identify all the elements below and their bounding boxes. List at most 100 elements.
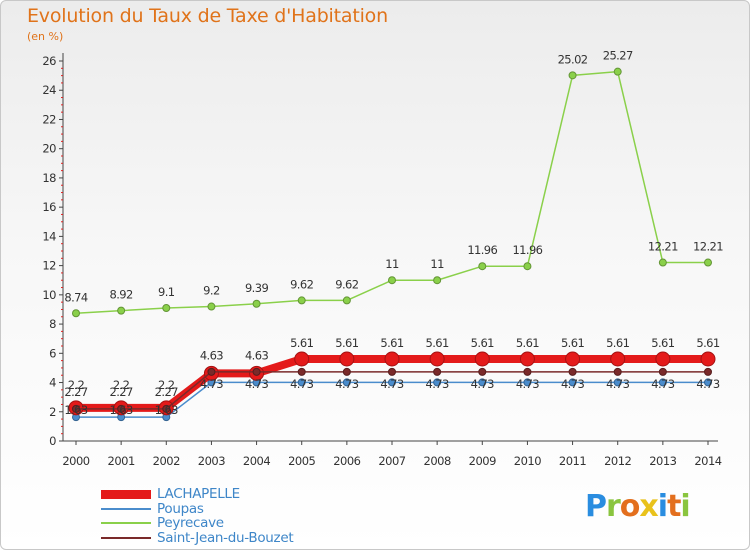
data-label: 4.73: [561, 377, 584, 391]
data-point: [162, 404, 171, 413]
data-point: [474, 351, 490, 367]
legend-item: Peyrecave: [101, 515, 293, 532]
y-tick-label: 24: [42, 83, 56, 97]
legend-label: Peyrecave: [157, 515, 224, 532]
data-point: [207, 367, 216, 376]
data-label: 1.63: [155, 403, 178, 417]
data-label: 9.2: [203, 284, 220, 298]
data-point: [388, 378, 396, 387]
x-tick-label: 2010: [514, 454, 541, 468]
data-point: [613, 378, 622, 387]
data-point: [117, 306, 126, 315]
y-tick-label: 26: [42, 54, 56, 68]
data-point: [297, 378, 306, 387]
x-tick-label: 2009: [469, 454, 496, 468]
data-label: 4.73: [290, 377, 313, 391]
data-point: [342, 367, 351, 376]
logo-letter: i: [657, 489, 668, 524]
data-label: 4.73: [471, 377, 494, 391]
data-label: 8.92: [110, 288, 133, 302]
data-point: [704, 367, 712, 376]
data-point: [478, 378, 487, 387]
legend-label: LACHAPELLE: [157, 486, 240, 503]
data-point: [523, 378, 532, 387]
data-label: 5.61: [335, 336, 358, 350]
legend-item: Poupas: [101, 501, 293, 517]
data-point: [658, 258, 667, 267]
data-label: 1.63: [110, 403, 133, 417]
data-label: 4.73: [380, 377, 403, 391]
data-label: 1.63: [64, 403, 87, 417]
x-tick-label: 2006: [333, 454, 360, 468]
data-point: [72, 309, 80, 318]
chart-title: Evolution du Taux de Taxe d'Habitation: [27, 5, 388, 27]
data-point: [339, 351, 355, 367]
data-label: 9.1: [158, 285, 175, 299]
data-label: 25.02: [558, 52, 588, 66]
data-point: [433, 367, 442, 376]
data-point: [523, 367, 532, 376]
legend-label: Saint-Jean-du-Bouzet: [157, 529, 294, 546]
y-tick-label: 4: [49, 376, 56, 390]
x-tick-label: 2012: [604, 454, 631, 468]
data-point: [568, 71, 577, 80]
data-point: [565, 351, 581, 367]
y-tick-label: 22: [42, 112, 56, 126]
data-point: [72, 404, 80, 413]
data-label: 12.21: [693, 240, 723, 254]
y-tick-label: 16: [42, 200, 56, 214]
legend-item: Saint-Jean-du-Bouzet: [101, 529, 294, 546]
x-tick-label: 2014: [694, 454, 721, 468]
proxiti-logo: Proxiti: [585, 489, 691, 524]
data-label: 4.73: [516, 377, 539, 391]
y-tick-label: 20: [42, 142, 56, 156]
data-label: 4.73: [606, 377, 629, 391]
x-tick-label: 2000: [62, 454, 89, 468]
data-label: 4.73: [426, 377, 449, 391]
data-point: [384, 351, 400, 367]
data-label: 5.61: [651, 336, 674, 350]
data-point: [568, 367, 577, 376]
data-point: [388, 367, 396, 376]
data-label: 8.74: [64, 290, 87, 304]
data-point: [342, 296, 351, 305]
legend-item: LACHAPELLE: [101, 486, 293, 503]
logo-letter: i: [680, 489, 690, 524]
x-tick-label: 2003: [198, 454, 225, 468]
y-tick-label: 8: [49, 317, 56, 331]
data-point: [613, 67, 622, 76]
data-label: 9.39: [245, 281, 268, 295]
data-point: [433, 276, 442, 285]
data-point: [342, 378, 351, 387]
data-point: [658, 378, 667, 387]
data-point: [568, 378, 577, 387]
data-label: 11: [430, 257, 444, 271]
data-point: [162, 304, 171, 312]
data-point: [429, 351, 445, 367]
legend-swatch: [101, 507, 151, 510]
data-label: 2.2: [113, 378, 130, 392]
data-point: [658, 367, 667, 376]
legend-swatch: [101, 489, 151, 499]
data-label: 5.61: [290, 336, 313, 350]
y-tick-label: 6: [49, 346, 56, 360]
data-label: 2.27: [155, 385, 178, 399]
data-label: 2.2: [68, 378, 85, 392]
y-unit-label: (en %): [27, 30, 64, 43]
data-label: 5.61: [426, 336, 449, 350]
x-tick-label: 2002: [153, 454, 180, 468]
data-label: 11: [385, 257, 399, 271]
data-label: 2.27: [110, 385, 133, 399]
data-point: [297, 367, 306, 376]
x-tick-label: 2001: [108, 454, 135, 468]
data-label: 4.73: [245, 377, 268, 391]
data-label: 5.61: [606, 336, 629, 350]
y-tick-label: 12: [42, 259, 56, 273]
data-point: [388, 276, 396, 285]
data-point: [610, 351, 626, 367]
data-label: 2.2: [158, 378, 175, 392]
data-point: [207, 302, 216, 311]
data-label: 11.96: [512, 243, 542, 257]
